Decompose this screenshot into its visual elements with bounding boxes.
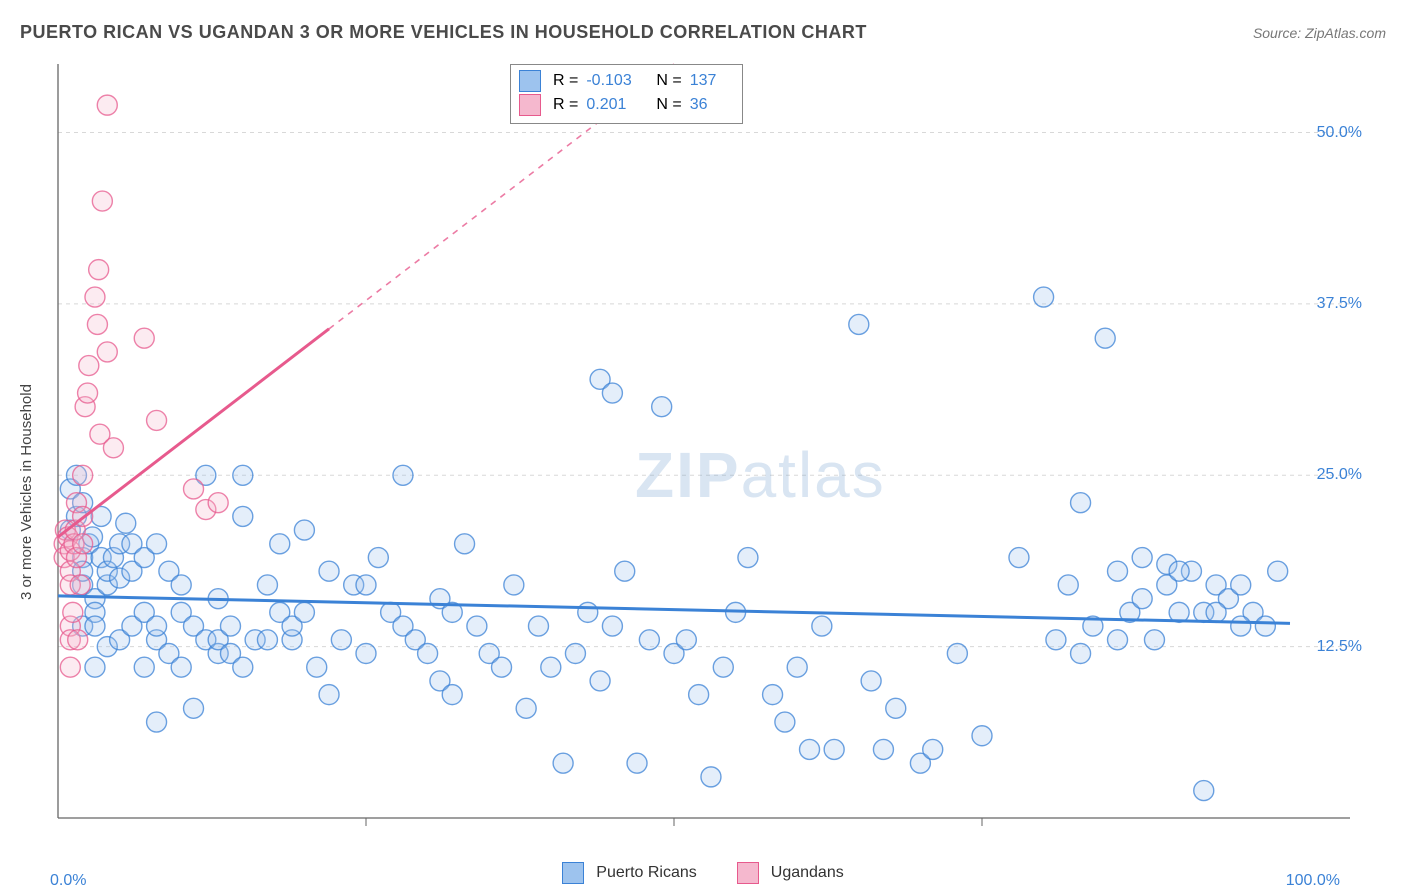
n-value: 137 [690,69,730,93]
legend-item: Puerto Ricans [562,862,697,884]
swatch-icon [562,862,584,884]
chart-area: ZIPatlas R =-0.103N =137R =0.201N =36 12… [50,58,1368,838]
n-label: N = [656,93,681,117]
scatter-plot-svg [50,58,1368,838]
n-value: 36 [690,93,730,117]
stats-legend-box: R = -0.103 N = 137 R = 0.201 N = 36 [510,64,743,124]
r-label: R = [553,93,578,117]
chart-source: Source: ZipAtlas.com [1253,25,1386,41]
stats-row: R = 0.201 N = 36 [519,93,730,117]
chart-title: PUERTO RICAN VS UGANDAN 3 OR MORE VEHICL… [20,22,867,43]
r-value: -0.103 [586,69,648,93]
legend-label: Ugandans [771,864,844,882]
bottom-legend: Puerto Ricans Ugandans [0,862,1406,884]
y-tick-label: 50.0% [1317,124,1362,142]
swatch-icon [519,70,541,92]
swatch-icon [519,94,541,116]
legend-label: Puerto Ricans [596,864,697,882]
r-value: 0.201 [586,93,648,117]
n-label: N = [656,69,681,93]
legend-item: Ugandans [737,862,844,884]
swatch-icon [737,862,759,884]
stats-row: R = -0.103 N = 137 [519,69,730,93]
y-tick-label: 25.0% [1317,466,1362,484]
y-tick-label: 12.5% [1317,638,1362,656]
y-tick-label: 37.5% [1317,295,1362,313]
y-axis-label: 3 or more Vehicles in Household [18,384,35,600]
chart-header: PUERTO RICAN VS UGANDAN 3 OR MORE VEHICL… [20,22,1386,43]
r-label: R = [553,69,578,93]
